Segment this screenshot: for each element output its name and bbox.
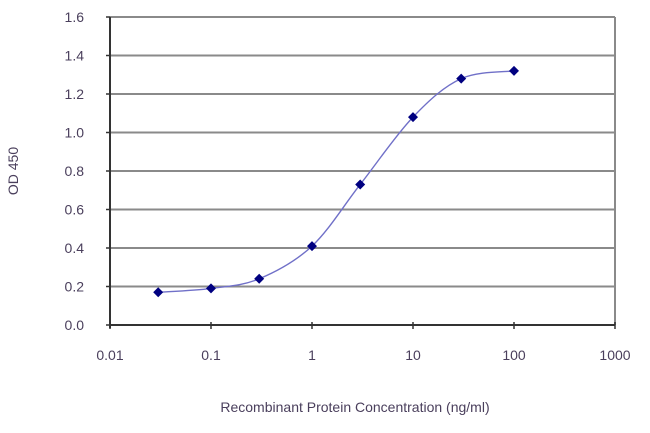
y-tick-label: 0.6 bbox=[65, 202, 85, 218]
y-tick-label: 0.2 bbox=[65, 279, 85, 295]
y-tick-label: 0.8 bbox=[65, 163, 85, 179]
fit-curve bbox=[158, 70, 515, 293]
data-point-marker bbox=[307, 241, 317, 252]
x-tick-label: 1000 bbox=[599, 347, 630, 363]
axes bbox=[106, 16, 616, 329]
x-tick-label: 0.01 bbox=[96, 347, 123, 363]
y-tick-label: 0.0 bbox=[65, 317, 85, 333]
x-tick-label: 10 bbox=[405, 347, 421, 363]
y-tick-label: 1.4 bbox=[65, 48, 85, 64]
x-tick-label: 100 bbox=[502, 347, 526, 363]
data-point-marker bbox=[153, 287, 164, 298]
y-tick-label: 1.2 bbox=[65, 86, 85, 102]
data-point-marker bbox=[206, 283, 216, 294]
x-tick-label: 0.1 bbox=[201, 347, 221, 363]
data-points bbox=[153, 65, 519, 298]
y-tick-label: 1.0 bbox=[65, 125, 85, 141]
y-axis-title: OD 450 bbox=[5, 147, 21, 195]
x-tick-labels: 0.01 0.1 1 10 100 1000 bbox=[96, 347, 630, 363]
data-point-marker bbox=[456, 73, 467, 84]
x-tick-label: 1 bbox=[308, 347, 316, 363]
data-point-marker bbox=[408, 112, 418, 123]
y-tick-labels: 0.0 0.2 0.4 0.6 0.8 1.0 1.2 1.4 1.6 bbox=[65, 9, 85, 333]
data-point-marker bbox=[509, 65, 519, 76]
y-tick-label: 1.6 bbox=[65, 9, 85, 25]
x-axis-title: Recombinant Protein Concentration (ng/ml… bbox=[220, 399, 489, 415]
y-tick-label: 0.4 bbox=[65, 240, 85, 256]
gridlines bbox=[110, 16, 616, 325]
data-point-marker bbox=[355, 179, 366, 190]
data-point-marker bbox=[254, 273, 265, 284]
